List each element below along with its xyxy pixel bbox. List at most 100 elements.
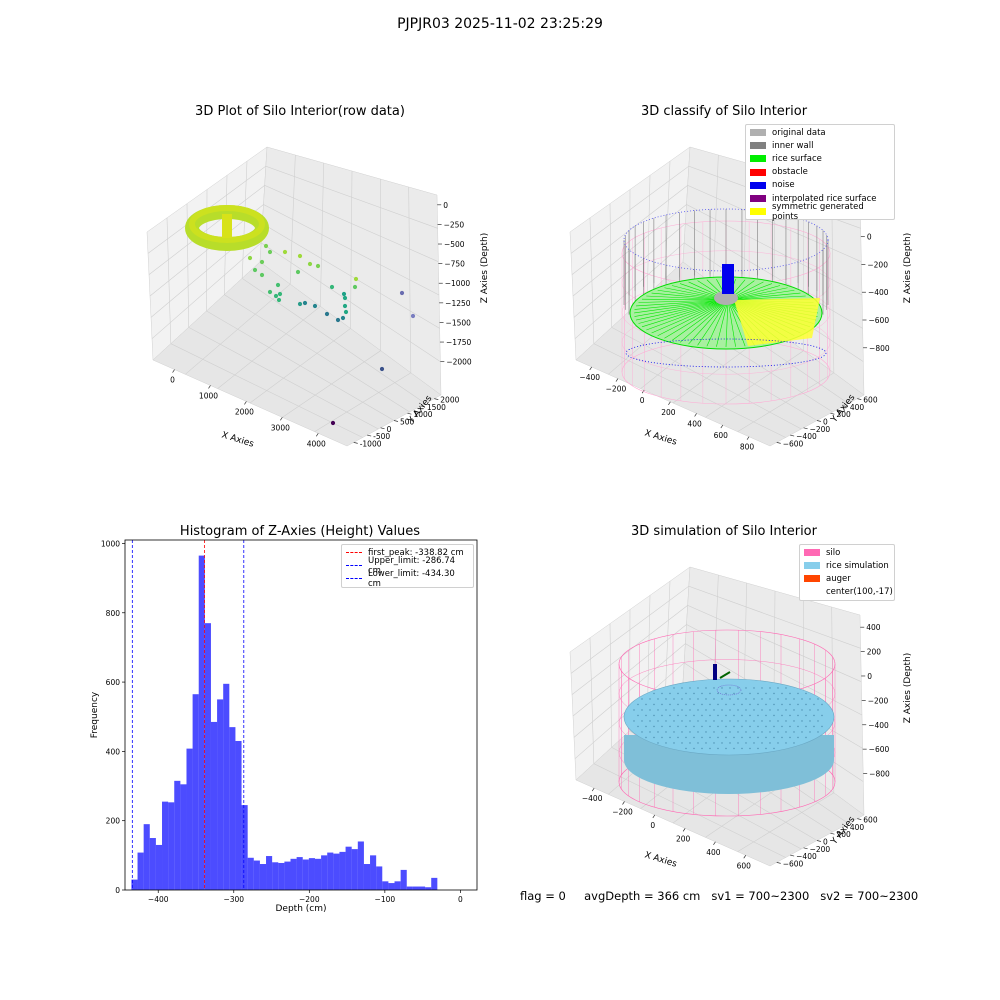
classify-rice-surface <box>623 208 829 368</box>
legend-label: obstacle <box>772 167 808 178</box>
z-tick-label: −250 <box>444 220 465 229</box>
rice-dot <box>729 687 731 689</box>
z-tick-label: −200 <box>868 696 889 705</box>
y-tick-label: 1500 <box>427 403 446 412</box>
rice-dot <box>765 736 767 739</box>
rice-dot <box>781 736 783 739</box>
rice-dot <box>753 709 755 711</box>
rice-dot <box>809 698 811 700</box>
histogram-bar <box>308 858 315 890</box>
histogram-bar <box>400 869 407 890</box>
histogram-bar <box>217 699 224 890</box>
rice-dot <box>681 731 683 733</box>
rice-dot <box>665 709 667 711</box>
data-point <box>342 295 348 301</box>
rice-dot <box>717 725 719 728</box>
rice-dot <box>717 736 719 739</box>
y-tick-label: 400 <box>106 747 121 756</box>
data-point <box>353 276 359 282</box>
data-point <box>295 269 301 275</box>
rice-dot <box>689 742 691 744</box>
y-tick-label: 400 <box>850 403 865 412</box>
rice-dot <box>665 742 667 744</box>
rice-dot <box>689 709 691 711</box>
rice-dot <box>713 742 715 744</box>
y-tick-mark <box>434 398 439 400</box>
rice-dot <box>669 692 671 695</box>
y-tick-label: −200 <box>810 845 831 854</box>
rice-dot <box>821 703 823 706</box>
rice-dot <box>689 731 691 733</box>
rice-dot <box>697 720 699 722</box>
histogram-x-ticks: −400 −300 −200 −100 0 <box>148 890 463 904</box>
histogram-bar <box>259 864 267 890</box>
x-tick-label: −200 <box>299 895 320 904</box>
rice-dot <box>781 725 783 728</box>
legend-label: interpolated rice surface <box>772 193 877 204</box>
rice-dot <box>721 709 723 711</box>
rice-dot <box>809 709 811 711</box>
rice-surface-line <box>657 299 729 337</box>
y-tick-mark <box>790 854 795 857</box>
x-tick-mark <box>720 424 724 429</box>
x-tick-label: 1000 <box>199 391 218 400</box>
data-point <box>276 297 282 303</box>
rice-dot <box>721 687 723 689</box>
legend-entry: Lower_limit: -434.30 cm <box>342 569 473 589</box>
histogram-bar <box>333 853 340 890</box>
rice-surface-line <box>634 299 729 317</box>
rice-dot <box>757 703 759 706</box>
rice-dot <box>653 714 655 717</box>
grid-line <box>151 242 441 362</box>
histogram-bar <box>253 860 260 890</box>
legend-label: noise <box>772 180 795 191</box>
x-tick-mark <box>172 369 175 373</box>
rice-dot <box>645 714 647 717</box>
rice-dot <box>701 714 703 717</box>
y-tick-label: 1000 <box>413 410 432 419</box>
rice-dot <box>661 725 663 728</box>
rice-dot <box>681 698 683 700</box>
rice-surface-line <box>664 299 729 339</box>
legend-swatch <box>750 168 766 176</box>
rice-dot <box>685 714 687 717</box>
rice-dot <box>649 709 651 711</box>
rice-dot <box>713 720 715 722</box>
rice-dot <box>685 747 687 750</box>
rice-dot <box>817 731 819 733</box>
rice-dot <box>653 725 655 728</box>
rice-dot <box>793 709 795 711</box>
histogram-bar <box>180 784 187 890</box>
rice-dot <box>665 731 667 733</box>
y-tick-label: 200 <box>836 410 851 419</box>
rice-dot <box>677 725 679 728</box>
histogram-title: Histogram of Z-Axies (Height) Values <box>179 524 421 539</box>
rice-dot <box>741 736 743 739</box>
rice-surface-line <box>641 298 729 301</box>
y-tick-mark <box>380 427 385 430</box>
y-tick-mark <box>830 832 835 835</box>
noise-cluster <box>722 264 734 294</box>
rice-dot <box>745 709 747 711</box>
rice-dot <box>729 698 731 700</box>
histogram-bar <box>149 838 156 890</box>
legend-entry: auger <box>800 572 894 585</box>
y-tick-label: 0 <box>115 886 120 895</box>
y-tick-label: -1000 <box>360 439 382 448</box>
histogram-bar <box>314 858 322 890</box>
y-tick-label: 600 <box>863 396 878 405</box>
x-tick-label: 600 <box>714 431 729 440</box>
rice-dot <box>649 731 651 733</box>
histogram-bar <box>272 862 279 890</box>
histogram-bar <box>296 857 303 890</box>
rice-dot <box>709 692 711 695</box>
x-tick-label: 400 <box>706 848 721 857</box>
rice-dot <box>797 725 799 728</box>
z-tick-label: −1500 <box>446 318 472 327</box>
rice-dot <box>785 731 787 733</box>
y-tick-label: 600 <box>106 678 121 687</box>
y-tick-mark <box>803 427 808 430</box>
rice-dot <box>657 720 659 722</box>
rice-dot <box>777 709 779 711</box>
